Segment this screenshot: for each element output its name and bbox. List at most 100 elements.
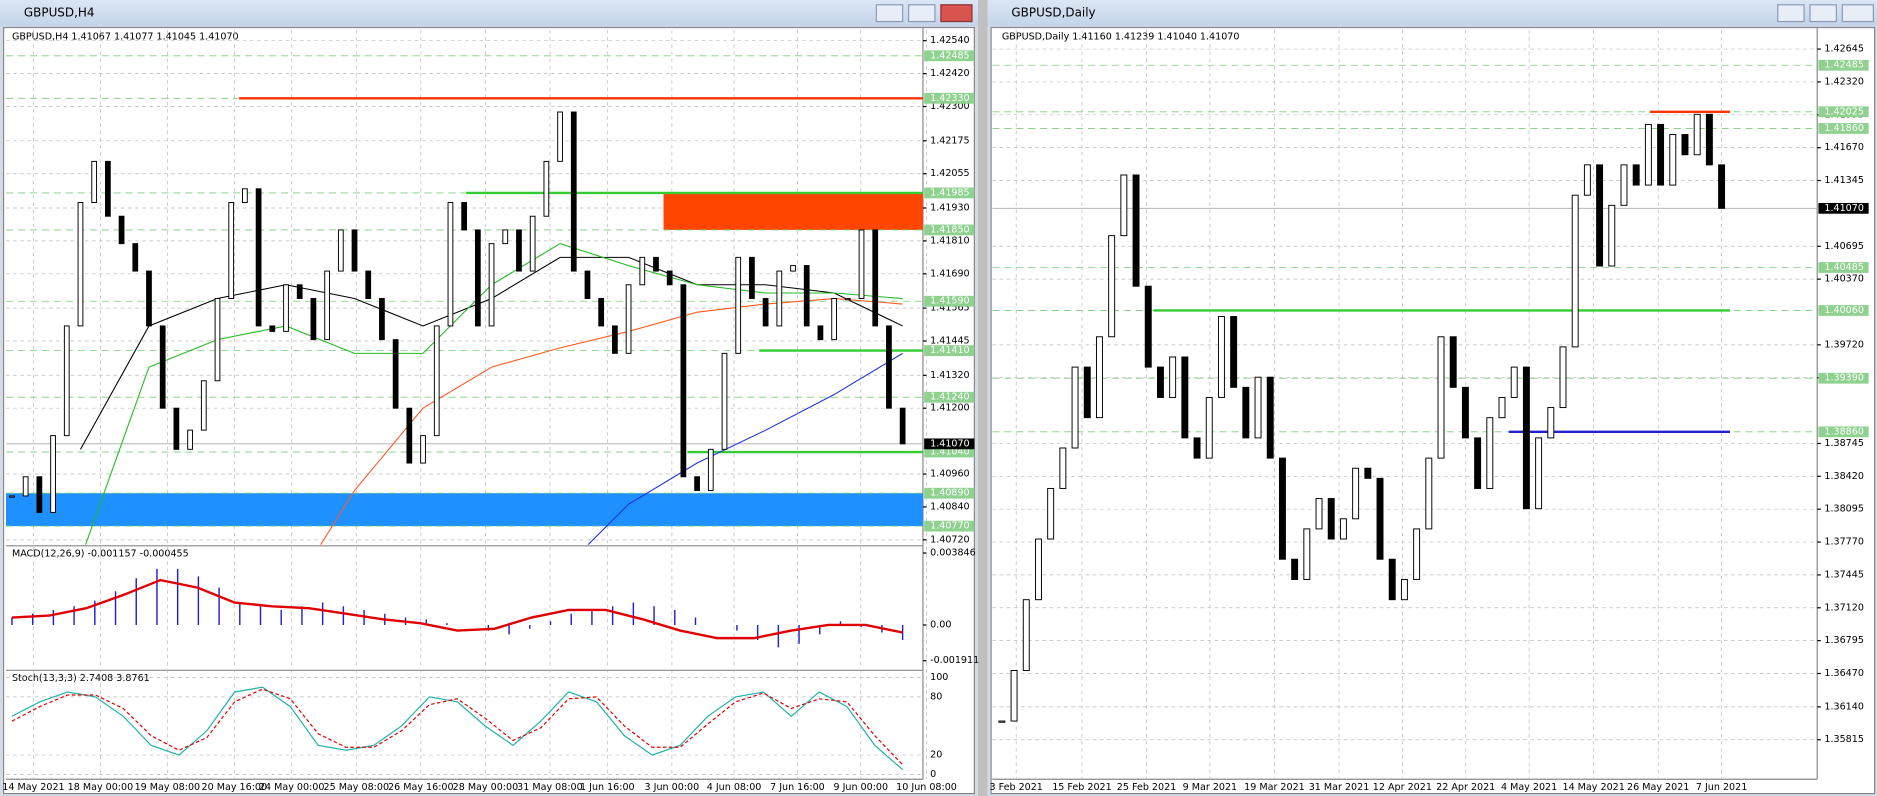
candle [1364, 467, 1372, 479]
y-tick-label: 1.41810 [930, 235, 970, 246]
minimize-button[interactable] [1777, 4, 1805, 23]
candle [1095, 336, 1103, 419]
candle [1083, 366, 1091, 419]
candle [269, 325, 276, 332]
y-tick-label: 1.40720 [930, 534, 970, 545]
candle [214, 298, 221, 382]
x-tick-label: 14 May 2021 [1562, 782, 1624, 793]
candle [844, 298, 851, 301]
candle [653, 256, 659, 272]
candle [1608, 204, 1616, 267]
close-button[interactable] [1841, 4, 1875, 23]
x-tick-label: 3 Feb 2021 [990, 782, 1043, 793]
current-price-label: 1.41070 [1824, 203, 1864, 214]
x-tick-label: 15 Feb 2021 [1052, 782, 1111, 793]
y-tick-label: 1.36140 [1824, 701, 1864, 712]
level-label-box [924, 224, 975, 236]
level-label: 1.41590 [930, 296, 970, 307]
window-title: GBPUSD,H4 [24, 6, 95, 20]
candle [365, 270, 372, 299]
chart-header: GBPUSD,H4 1.41067 1.41077 1.41045 1.4107… [12, 32, 239, 43]
y-tick-label: 1.38095 [1824, 504, 1864, 515]
maximize-button[interactable] [908, 4, 936, 23]
candle [1230, 316, 1238, 388]
candle [1486, 417, 1494, 489]
x-tick-label: 7 Jun 16:00 [770, 782, 825, 793]
level-label: 1.41860 [1824, 123, 1864, 134]
candle [105, 160, 111, 217]
candle [831, 298, 837, 341]
candle [1571, 194, 1579, 348]
candle [557, 111, 563, 162]
candle [790, 265, 796, 272]
macd-signal [11, 578, 903, 640]
y-tick-label: 1.40840 [930, 501, 970, 512]
x-tick-label: 31 Mar 2021 [1309, 782, 1370, 793]
level-label: 1.42485 [1824, 60, 1864, 71]
candle [63, 325, 70, 437]
x-tick-label: 26 May 16:00 [388, 782, 454, 793]
candle [337, 229, 344, 272]
candle [159, 325, 166, 409]
level-label: 1.40770 [930, 521, 970, 532]
candle [1181, 356, 1189, 439]
candle [22, 476, 29, 497]
candle [1657, 123, 1665, 186]
close-button[interactable] [940, 4, 973, 23]
candle [762, 298, 769, 327]
candle [392, 339, 399, 409]
candle [584, 270, 591, 299]
candle [91, 160, 98, 203]
candle [1010, 669, 1018, 722]
candle [1461, 386, 1469, 439]
candle [1193, 437, 1201, 459]
zone [5, 493, 923, 527]
candle [1559, 346, 1567, 409]
level-label-box [1818, 106, 1869, 118]
x-tick-label: 7 Jun 2021 [1696, 782, 1747, 793]
candle [886, 325, 892, 409]
x-tick-label: 19 May 08:00 [135, 782, 201, 793]
chart-header: GBPUSD,Daily 1.41160 1.41239 1.41040 1.4… [1002, 32, 1240, 43]
candle [721, 352, 728, 450]
y-tick-label: 1.41445 [930, 336, 970, 347]
candle [707, 448, 714, 491]
candle [1352, 467, 1360, 520]
stoch-main [11, 686, 904, 771]
candle [1315, 498, 1323, 530]
candle [1022, 599, 1030, 671]
x-tick-label: 12 Apr 2021 [1373, 782, 1432, 793]
minimize-button[interactable] [875, 4, 904, 23]
window-title: GBPUSD,Daily [1011, 6, 1095, 20]
candle [872, 229, 879, 327]
maximize-button[interactable] [1809, 4, 1837, 23]
candle [283, 284, 289, 332]
candle [255, 188, 262, 327]
candle [351, 229, 358, 272]
y-tick-label: 1.42320 [1824, 76, 1864, 87]
y-tick-label: 1.41200 [930, 403, 970, 414]
candle [502, 229, 509, 245]
candle [1339, 518, 1347, 540]
level-label-box [924, 92, 975, 104]
x-tick-label: 24 May 00:00 [259, 782, 325, 793]
candle [1242, 386, 1250, 439]
plot [11, 568, 904, 648]
level-label: 1.42485 [930, 50, 970, 61]
stoch-signal-group [11, 688, 904, 766]
candle [680, 284, 687, 478]
candle [1632, 164, 1640, 186]
candle [625, 284, 632, 354]
level-label: 1.41410 [930, 345, 970, 356]
y-tick-label: 1.39720 [1824, 339, 1864, 350]
x-tick-label: 10 Jun 08:00 [896, 782, 957, 793]
candle [1583, 164, 1591, 196]
y-tick-label: 0.00 [930, 619, 951, 630]
level-label-box [924, 345, 975, 356]
y-tick-label: 1.38420 [1824, 471, 1864, 482]
candle [1059, 447, 1067, 489]
candle [379, 298, 385, 341]
y-tick-label: 1.40370 [1824, 274, 1864, 285]
x-tick-label: 26 May 2021 [1627, 782, 1689, 793]
